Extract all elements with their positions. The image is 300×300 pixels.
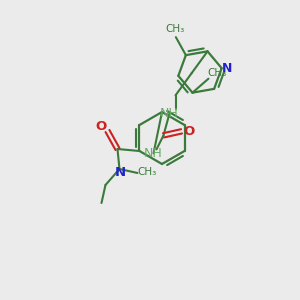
Text: N: N bbox=[221, 62, 232, 75]
Text: CH₃: CH₃ bbox=[208, 68, 227, 78]
Text: N: N bbox=[115, 167, 126, 179]
Text: NH: NH bbox=[160, 107, 179, 120]
Text: CH₃: CH₃ bbox=[165, 24, 184, 34]
Text: O: O bbox=[183, 125, 194, 138]
Text: CH₃: CH₃ bbox=[138, 167, 157, 177]
Text: O: O bbox=[96, 121, 107, 134]
Text: NH: NH bbox=[144, 147, 163, 160]
